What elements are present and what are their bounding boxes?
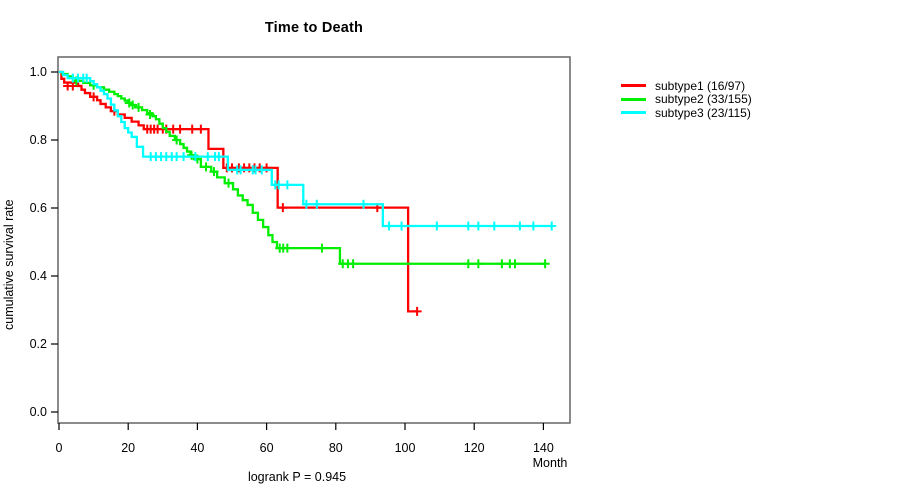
- km-curve-subtype3: [59, 70, 553, 228]
- censor-marks-subtype3: [68, 73, 557, 231]
- x-tick-label: 20: [121, 441, 135, 455]
- legend-line-subtype2: [621, 97, 646, 101]
- legend-label-subtype1: subtype1 (16/97): [655, 78, 746, 93]
- legend-item-subtype1: subtype1 (16/97): [621, 79, 752, 93]
- legend-label-subtype2: subtype2 (33/155): [655, 92, 752, 107]
- x-tick-label: 80: [329, 441, 343, 455]
- x-tick-label: 140: [533, 441, 554, 455]
- chart-title: Time to Death: [264, 20, 364, 36]
- x-tick-label: 100: [395, 441, 416, 455]
- legend-line-subtype1: [621, 84, 646, 88]
- y-tick-label: 0.0: [30, 405, 47, 419]
- x-tick-label: 40: [190, 441, 204, 455]
- legend-item-subtype3: subtype3 (23/115): [621, 106, 752, 120]
- x-tick-label: 0: [56, 441, 63, 455]
- logrank-annotation: logrank P = 0.945: [247, 470, 347, 484]
- legend-line-subtype3: [621, 111, 646, 115]
- y-axis-label: cumulative survival rate: [2, 199, 16, 330]
- x-axis-label: Month: [532, 456, 568, 470]
- y-tick-label: 0.4: [30, 269, 47, 283]
- legend-label-subtype3: subtype3 (23/115): [655, 105, 751, 120]
- legend-item-subtype2: subtype2 (33/155): [621, 92, 752, 107]
- legend: subtype1 (16/97) subtype2 (33/155) subty…: [621, 79, 752, 120]
- km-curve-subtype1: [59, 70, 418, 313]
- censor-marks-subtype2: [71, 76, 550, 269]
- x-tick-label: 60: [260, 441, 274, 455]
- km-curve-subtype2: [59, 70, 546, 265]
- y-tick-label: 1.0: [30, 65, 47, 79]
- y-tick-label: 0.6: [30, 201, 47, 215]
- y-tick-label: 0.2: [30, 337, 47, 351]
- x-tick-label: 120: [464, 441, 485, 455]
- plot-border: [57, 56, 571, 424]
- y-tick-label: 0.8: [30, 133, 47, 147]
